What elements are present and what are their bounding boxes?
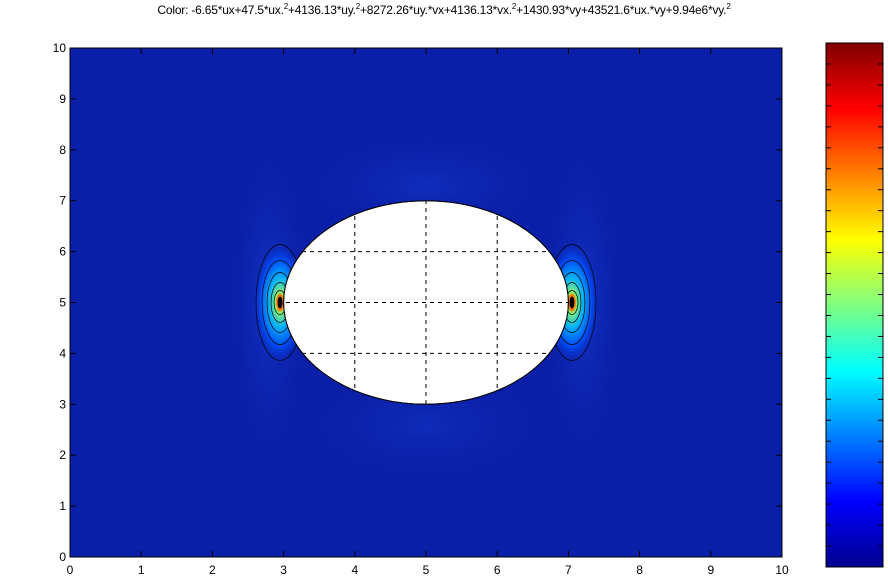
hole-outline <box>283 200 569 405</box>
x-tick-label: 9 <box>707 563 714 577</box>
title-term-4: +1430.93*vy+43521.6*ux.*vy+9.94e6*vy. <box>516 3 727 17</box>
x-tick-label: 2 <box>209 563 216 577</box>
y-tick-label: 3 <box>59 397 66 411</box>
colorbar <box>825 42 884 568</box>
y-tick-label: 0 <box>59 550 66 564</box>
y-tick-label: 10 <box>53 41 67 55</box>
y-tick-label: 6 <box>59 245 66 259</box>
x-tick-label: 7 <box>565 563 572 577</box>
x-tick-label: 5 <box>423 563 430 577</box>
y-tick-label: 1 <box>59 499 66 513</box>
chart-title: Color: -6.65*ux+47.5*ux.2+4136.13*uy.2+8… <box>0 2 888 17</box>
title-sup-1: 2 <box>283 2 288 11</box>
y-tick-label: 5 <box>59 296 66 310</box>
title-prefix: Color: <box>157 3 192 17</box>
x-tick-label: 8 <box>636 563 643 577</box>
hotspot-center-left <box>277 296 283 309</box>
y-tick-label: 2 <box>59 448 66 462</box>
title-sup-2: 2 <box>355 2 360 11</box>
title-term-2: +4136.13*uy. <box>287 3 356 17</box>
y-tick-label: 4 <box>59 346 66 360</box>
x-tick-label: 10 <box>775 563 789 577</box>
x-tick-label: 3 <box>280 563 287 577</box>
x-tick-label: 0 <box>67 563 74 577</box>
x-tick-label: 4 <box>351 563 358 577</box>
y-tick-label: 9 <box>59 92 66 106</box>
x-tick-label: 1 <box>138 563 145 577</box>
hotspot-center-right <box>569 296 575 309</box>
title-term-3: +8272.26*uy.*vx+4136.13*vx. <box>360 3 512 17</box>
title-term-1: -6.65*ux+47.5*ux. <box>191 3 284 17</box>
y-tick-label: 8 <box>59 143 66 157</box>
x-tick-label: 6 <box>494 563 501 577</box>
title-sup-4: 2 <box>726 2 731 11</box>
title-sup-3: 2 <box>511 2 517 11</box>
halo-bottom <box>297 363 555 486</box>
y-tick-label: 7 <box>59 194 66 208</box>
